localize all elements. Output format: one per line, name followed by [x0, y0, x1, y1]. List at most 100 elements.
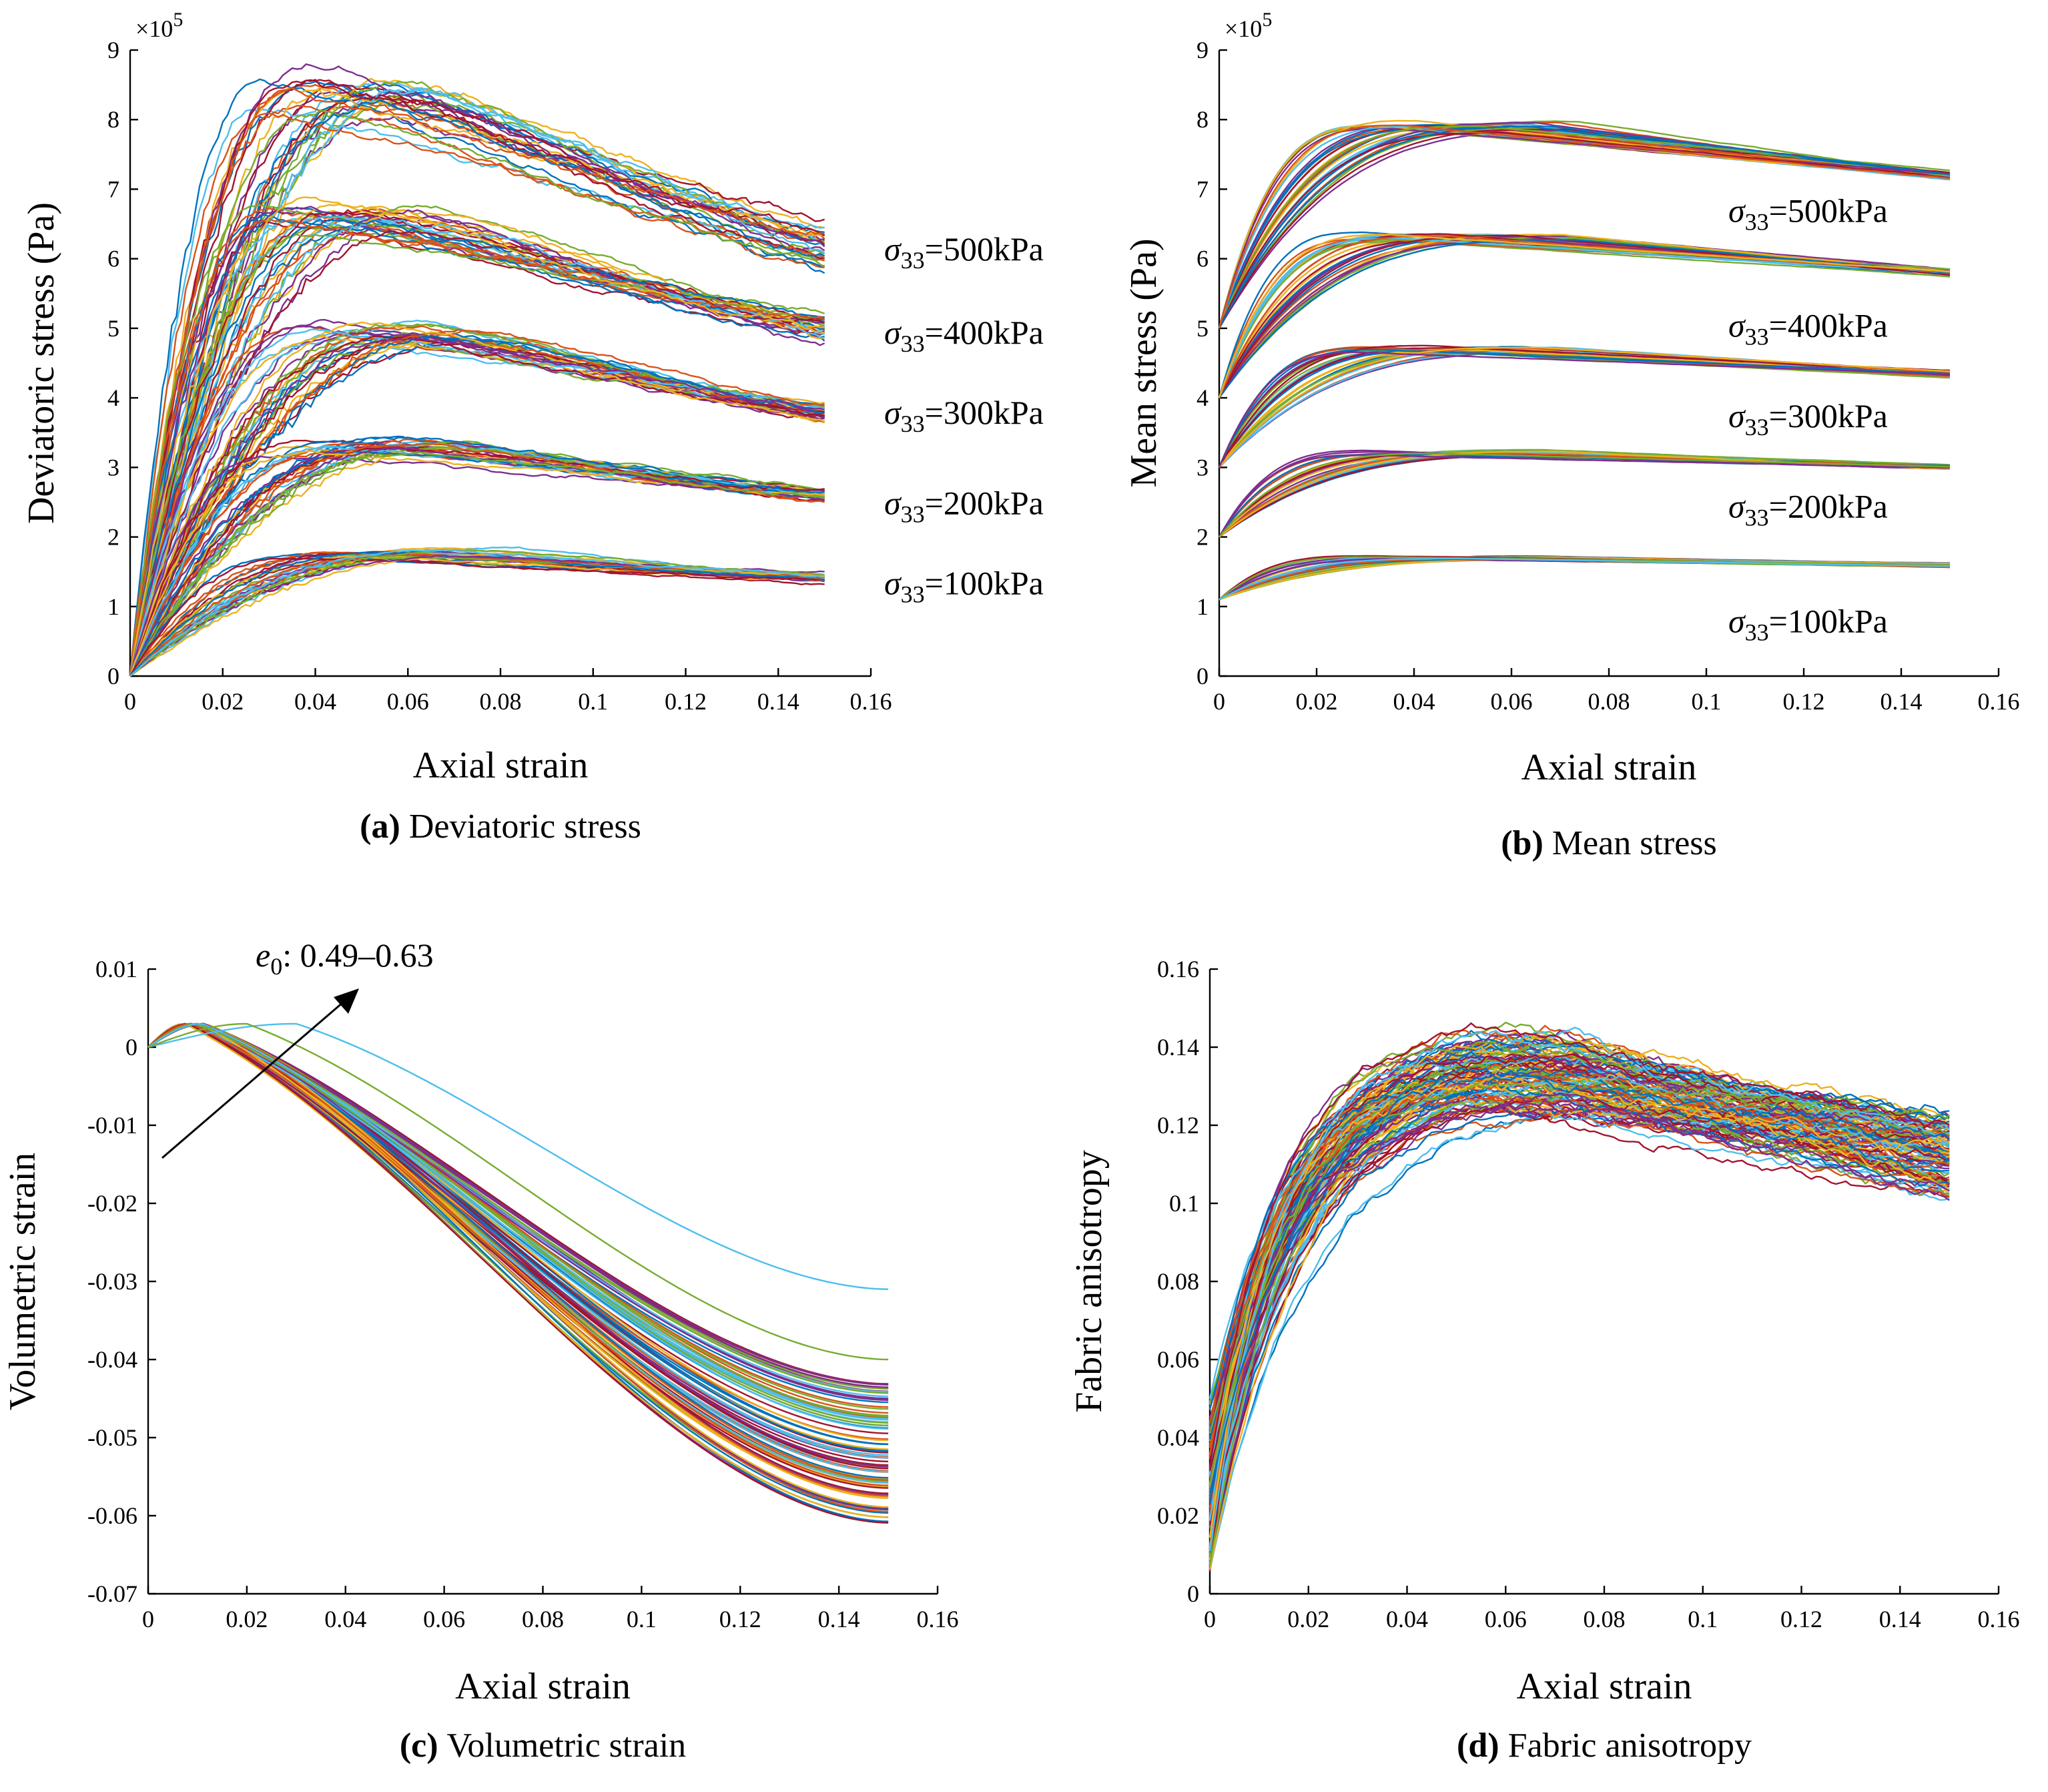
x-tick-label: 0.04: [1386, 1606, 1428, 1632]
series-line: [129, 87, 825, 677]
series-line: [129, 210, 825, 677]
series-group: [129, 63, 825, 677]
x-tick-label: 0.14: [818, 1606, 860, 1632]
series-line: [1218, 124, 1951, 329]
panel-caption: (a) Deviatoric stress: [360, 808, 641, 846]
y-tick-label: 6: [107, 246, 119, 272]
series-line: [1219, 346, 1951, 469]
series-line: [129, 88, 825, 677]
y-tick-label: 7: [107, 176, 119, 202]
series-group: [147, 1022, 889, 1524]
x-tick-label: 0.16: [917, 1606, 959, 1632]
y-tick-label: 1: [1197, 593, 1209, 620]
series-line: [129, 328, 825, 677]
panel-c: 0 0.02 0.04 0.06 0.08 0.1 0.12 0.14 0.16 -0.07 -0.…: [2, 936, 959, 1765]
confining-pressure-label: σ33=200kPa: [1728, 488, 1888, 531]
series-line: [147, 1022, 889, 1290]
series-line: [129, 446, 825, 677]
y-tick-label: 0.16: [1157, 956, 1199, 982]
x-tick-label: 0.06: [1485, 1606, 1527, 1632]
x-tick-label: 0.12: [719, 1606, 761, 1632]
series-line: [129, 319, 825, 677]
series-line: [1218, 348, 1951, 468]
series-line: [147, 1022, 889, 1390]
x-tick-label: 0.08: [1584, 1606, 1626, 1632]
series-line: [1209, 1092, 1950, 1418]
series-line: [1209, 1070, 1950, 1410]
confining-pressure-label: σ33=500kPa: [884, 230, 1044, 274]
series-line: [129, 444, 825, 677]
series-line: [1209, 1053, 1950, 1552]
x-tick-label: 0.04: [294, 688, 336, 715]
series-line: [1219, 238, 1951, 398]
x-tick-label: 0.06: [423, 1606, 465, 1632]
series-line: [1209, 1075, 1950, 1424]
confining-pressure-label: σ33=400kPa: [1728, 307, 1888, 350]
x-tick-label: 0.14: [1881, 688, 1923, 715]
x-tick-label: 0.02: [1287, 1606, 1329, 1632]
y-tick-label: -0.05: [87, 1424, 137, 1451]
y-axis-label: Volumetric strain: [2, 1153, 43, 1410]
y-tick-label: 0.1: [1169, 1190, 1199, 1217]
series-line: [147, 1022, 889, 1393]
y-tick-label: 0.01: [95, 956, 137, 982]
x-tick-label: 0.1: [1692, 688, 1722, 715]
y-tick-label: -0.04: [87, 1346, 137, 1373]
series-line: [147, 1022, 889, 1401]
series-line: [147, 1022, 889, 1388]
series-line: [1209, 1059, 1950, 1466]
x-tick-label: 0.16: [850, 688, 892, 715]
series-line: [129, 196, 825, 677]
confining-pressure-label: σ33=200kPa: [884, 484, 1044, 527]
panel-caption: (b) Mean stress: [1501, 824, 1717, 862]
series-line: [1218, 131, 1951, 329]
series-line: [1218, 120, 1951, 329]
series-line: [1218, 125, 1951, 329]
x-axis-label: Axial strain: [1521, 747, 1697, 788]
x-tick-label: 0: [124, 688, 136, 715]
y-axis-label: Mean stress (Pa): [1123, 238, 1164, 487]
y-axis-label: Fabric anisotropy: [1068, 1150, 1110, 1412]
y-tick-label: 0.08: [1157, 1268, 1199, 1295]
series-line: [129, 451, 825, 677]
series-line: [147, 1022, 889, 1414]
y-tick-label: 3: [1197, 454, 1209, 481]
x-tick-label: 0.1: [578, 688, 608, 715]
y-tick-label: 0: [1197, 663, 1209, 689]
series-line: [1218, 351, 1951, 468]
series-line: [147, 1022, 889, 1456]
x-tick-label: 0.1: [1688, 1606, 1718, 1632]
x-tick-label: 0.08: [1588, 688, 1630, 715]
series-line: [1209, 1049, 1950, 1538]
series-line: [147, 1022, 889, 1400]
y-tick-label: 1: [107, 593, 119, 620]
series-line: [147, 1022, 889, 1398]
series-line: [129, 328, 825, 677]
x-tick-label: 0.14: [757, 688, 799, 715]
series-line: [1218, 454, 1951, 538]
series-line: [1209, 1105, 1950, 1460]
series-line: [129, 234, 825, 677]
y-tick-label: 0.02: [1157, 1502, 1199, 1529]
x-tick-label: 0.04: [1393, 688, 1435, 715]
series-line: [1209, 1097, 1950, 1526]
y-tick-label: 8: [1197, 106, 1209, 133]
y-tick-label: 0.06: [1157, 1346, 1199, 1373]
x-tick-label: 0.16: [1978, 1606, 2020, 1632]
x-tick-label: 0.06: [1491, 688, 1533, 715]
panel-a: 0 0.02 0.04 0.06 0.08 0.1 0.12 0.14 0.16 0 1 2 3 4 5 6 7…: [21, 9, 1044, 846]
void-ratio-annotation: e0: 0.49–0.63: [256, 936, 434, 980]
y-tick-label: 5: [107, 315, 119, 342]
x-tick-label: 0.08: [522, 1606, 564, 1632]
x-tick-label: 0.04: [324, 1606, 366, 1632]
series-line: [129, 218, 825, 677]
x-axis-label: Axial strain: [413, 745, 589, 786]
panel-b: 0 0.02 0.04 0.06 0.08 0.1 0.12 0.14 0.16 0 1 2 3 4 5 6 7…: [1123, 9, 2020, 862]
series-line: [129, 328, 825, 677]
y-tick-label: 0.14: [1157, 1034, 1199, 1061]
y-tick-label: 8: [107, 106, 119, 133]
panel-caption: (d) Fabric anisotropy: [1457, 1727, 1752, 1765]
confining-pressure-label: σ33=100kPa: [884, 564, 1044, 607]
series-line: [1209, 1073, 1950, 1521]
